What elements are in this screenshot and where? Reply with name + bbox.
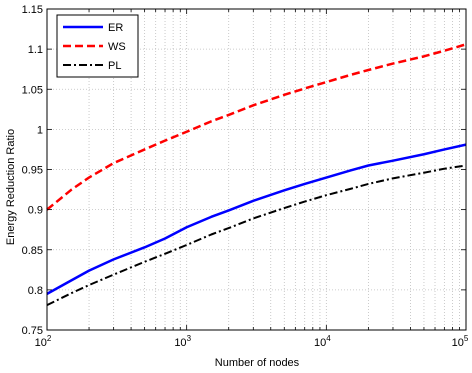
x-tick-base: 10 (452, 337, 464, 349)
legend-label-er: ER (108, 22, 123, 34)
x-tick-base: 10 (314, 337, 326, 349)
y-tick-label: 0.95 (22, 165, 43, 177)
y-tick-label: 1 (37, 124, 43, 136)
x-axis-label: Number of nodes (215, 357, 300, 369)
series-line-er (46, 143, 467, 295)
legend-label-pl: PL (108, 60, 121, 72)
axis-ticks (46, 8, 466, 331)
y-tick-label: 0.8 (28, 285, 43, 297)
x-tick-label: 105 (452, 334, 469, 349)
x-tick-exponent: 4 (326, 334, 331, 343)
legend-label-ws: WS (108, 41, 126, 53)
y-tick-label: 1.15 (22, 4, 43, 16)
y-tick-label: 1.05 (22, 84, 43, 96)
series-line-pl (46, 164, 467, 307)
x-tick-base: 10 (35, 337, 47, 349)
series-line-ws (46, 43, 467, 211)
x-tick-base: 10 (174, 337, 186, 349)
x-tick-exponent: 2 (47, 334, 52, 343)
y-axis-label: Energy Reduction Ratio (5, 129, 17, 245)
x-tick-exponent: 3 (187, 334, 192, 343)
x-tick-label: 102 (35, 334, 52, 349)
y-tick-label: 1.1 (28, 44, 43, 56)
x-tick-exponent: 5 (464, 334, 469, 343)
y-tick-label: 0.85 (22, 245, 43, 257)
x-tick-label: 103 (174, 334, 191, 349)
legend: ER WS PL (56, 14, 139, 78)
x-tick-label: 104 (314, 334, 331, 349)
series-lines (46, 43, 467, 307)
y-tick-label: 0.75 (22, 325, 43, 337)
y-tick-label: 0.9 (28, 205, 43, 217)
